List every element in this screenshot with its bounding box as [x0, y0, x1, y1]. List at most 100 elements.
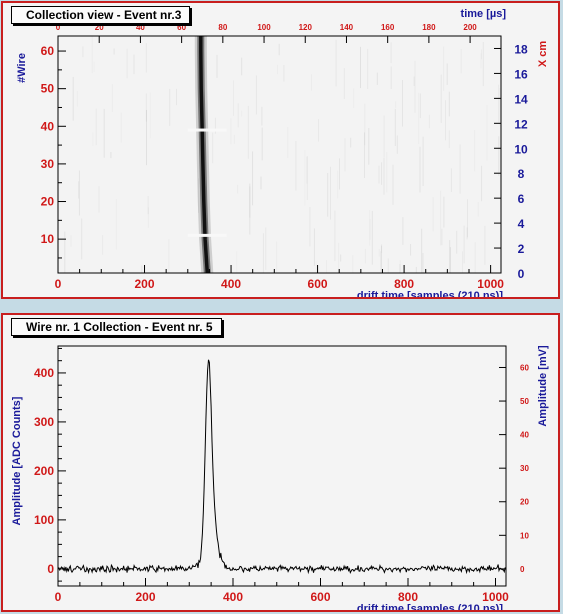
noise-streak	[498, 136, 500, 176]
top-tick-label: 100	[257, 23, 271, 32]
noise-streak	[378, 165, 380, 184]
noise-streak	[499, 88, 500, 126]
heatmap-background	[58, 36, 501, 273]
noise-streak	[337, 171, 338, 199]
noise-streak	[64, 231, 66, 273]
noise-streak	[365, 249, 366, 264]
x-tick-label: 800	[398, 590, 418, 604]
x-tick-label: 200	[135, 277, 155, 291]
noise-streak	[387, 258, 389, 273]
noise-streak	[116, 199, 117, 250]
noise-streak	[277, 65, 278, 74]
noise-streak	[72, 76, 74, 121]
noise-streak	[121, 113, 122, 143]
y-axis-label: #Wire	[16, 53, 28, 83]
noise-streak	[466, 227, 468, 240]
noise-streak	[352, 255, 353, 273]
noise-streak	[147, 196, 149, 215]
noise-streak	[230, 118, 231, 144]
top-tick-label: 0	[56, 23, 61, 32]
noise-streak	[462, 251, 463, 273]
noise-streak	[78, 170, 80, 216]
noise-streak	[318, 119, 319, 142]
noise-streak	[371, 210, 373, 265]
noise-streak	[443, 196, 445, 228]
noise-streak	[498, 84, 500, 123]
right-tick-label: 8	[518, 167, 525, 181]
noise-streak	[316, 261, 317, 273]
wire-waveform-title: Wire nr. 1 Collection - Event nr. 5	[11, 318, 222, 336]
noise-streak	[487, 105, 488, 161]
top-tick-label: 160	[381, 23, 395, 32]
noise-streak	[247, 105, 249, 159]
noise-streak	[445, 100, 446, 141]
noise-streak	[419, 93, 421, 119]
noise-streak	[335, 39, 337, 87]
noise-streak	[449, 247, 451, 273]
noise-streak	[482, 42, 484, 87]
plot-frame	[57, 345, 507, 587]
top-tick-label: 120	[299, 23, 313, 32]
noise-streak	[252, 151, 254, 206]
right-tick-label: 0	[520, 565, 525, 574]
noise-streak	[309, 207, 311, 247]
noise-streak	[276, 242, 277, 274]
noise-streak	[461, 49, 462, 73]
y-tick-label: 200	[34, 464, 54, 478]
noise-streak	[327, 173, 329, 217]
noise-streak	[265, 227, 267, 270]
noise-streak	[394, 108, 396, 146]
right-tick-label: 0	[518, 267, 525, 281]
dead-wire-gap	[187, 128, 227, 132]
wire-waveform-panel: 0 200 400 600 800 1000 drift time [samples (21…	[1, 313, 560, 612]
noise-streak	[399, 264, 401, 273]
right-tick-label: 20	[520, 498, 529, 507]
x-axis-label: drift time [samples (210 ns)]	[357, 290, 503, 297]
noise-streak	[313, 228, 315, 266]
noise-streak	[376, 72, 378, 85]
x-tick-label: 400	[223, 590, 243, 604]
noise-streak	[475, 242, 476, 273]
y-tick-label: 0	[47, 562, 54, 576]
top-axis-label: time [µs]	[461, 8, 507, 20]
right-tick-label: 16	[514, 67, 528, 81]
noise-streak	[81, 218, 83, 260]
right-tick-label: 14	[514, 92, 528, 106]
noise-streak	[150, 92, 151, 138]
collection-view-title: Collection view - Event nr.3	[11, 6, 191, 24]
noise-streak	[441, 228, 443, 246]
top-tick-label: 140	[340, 23, 354, 32]
noise-streak	[390, 42, 392, 64]
noise-streak	[92, 36, 93, 73]
noise-streak	[338, 243, 339, 273]
noise-streak	[367, 48, 369, 89]
noise-streak	[241, 111, 242, 117]
noise-streak	[249, 186, 251, 218]
noise-streak	[440, 74, 442, 123]
noise-streak	[433, 197, 434, 231]
noise-streak	[429, 115, 430, 129]
noise-streak	[463, 225, 465, 264]
noise-streak	[71, 235, 72, 247]
y-tick-label: 50	[41, 82, 55, 96]
noise-streak	[234, 135, 235, 144]
y-tick-label: 300	[34, 415, 54, 429]
noise-streak	[261, 106, 263, 126]
noise-streak	[415, 266, 417, 273]
noise-streak	[396, 135, 398, 154]
dead-wire-gap	[187, 233, 227, 237]
y-tick-label: 10	[41, 232, 55, 246]
x-tick-label: 400	[221, 277, 241, 291]
noise-streak	[343, 68, 345, 99]
noise-streak	[102, 235, 103, 255]
x-tick-label: 1000	[482, 590, 509, 604]
noise-streak	[383, 158, 385, 195]
noise-streak	[249, 183, 251, 235]
right-tick-label: 60	[520, 363, 529, 372]
noise-streak	[392, 164, 394, 205]
noise-streak	[345, 138, 346, 171]
plot-frame	[57, 35, 502, 274]
y-tick-label: 30	[41, 157, 55, 171]
y-tick-label: 40	[41, 119, 55, 133]
